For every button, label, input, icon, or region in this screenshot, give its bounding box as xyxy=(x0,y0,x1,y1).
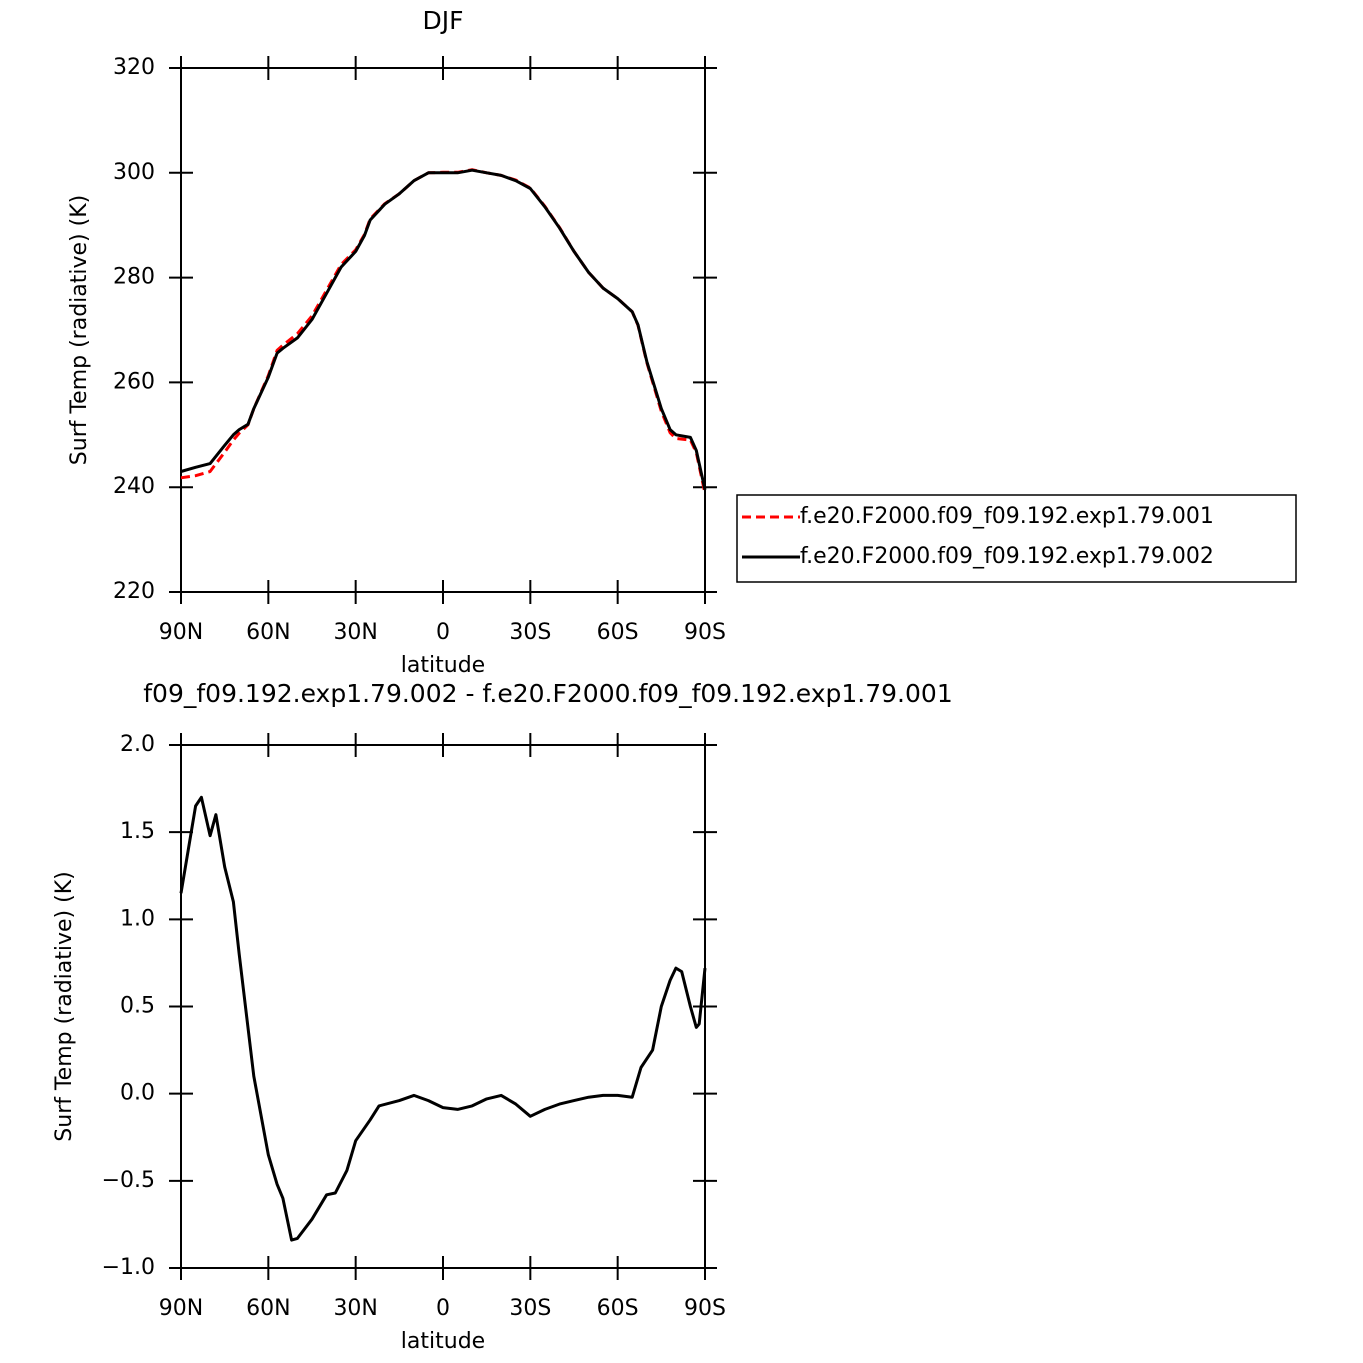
series-line xyxy=(179,795,707,1242)
y-tick-label: −0.5 xyxy=(102,1168,155,1193)
x-tick-label: 30N xyxy=(333,620,377,645)
x-tick-label: 30N xyxy=(333,1296,377,1321)
y-tick-label: 300 xyxy=(113,160,155,185)
y-tick-label: 280 xyxy=(113,265,155,290)
y-tick-label: 2.0 xyxy=(120,732,155,757)
x-axis-label: latitude xyxy=(401,1329,485,1354)
x-tick-label: 60S xyxy=(597,620,639,645)
x-tick-label: 30S xyxy=(509,1296,551,1321)
x-tick-label: 0 xyxy=(436,1296,450,1321)
y-tick-label: 260 xyxy=(113,369,155,394)
x-tick-label: 90N xyxy=(159,620,203,645)
y-tick-label: 1.0 xyxy=(120,906,155,931)
legend-box xyxy=(736,494,1297,583)
x-tick-label: 60N xyxy=(246,620,290,645)
x-tick-label: 90N xyxy=(159,1296,203,1321)
plot-frame xyxy=(180,744,706,1269)
series-line xyxy=(180,168,707,494)
y-tick-label: −1.0 xyxy=(102,1255,155,1280)
chart-title: f09_f09.192.exp1.79.002 - f.e20.F2000.f0… xyxy=(143,679,952,708)
legend-label: f.e20.F2000.f09_f09.192.exp1.79.002 xyxy=(800,544,1214,569)
y-tick-label: 0.5 xyxy=(120,994,155,1019)
x-tick-label: 90S xyxy=(684,620,726,645)
y-tick-label: 0.0 xyxy=(120,1081,155,1106)
y-tick-label: 220 xyxy=(113,579,155,604)
x-tick-label: 90S xyxy=(684,1296,726,1321)
series-line xyxy=(180,168,707,491)
y-tick-label: 240 xyxy=(113,474,155,499)
x-axis-label: latitude xyxy=(401,653,485,678)
chart-title: DJF xyxy=(422,6,463,35)
y-tick-label: 320 xyxy=(113,55,155,80)
legend-label: f.e20.F2000.f09_f09.192.exp1.79.001 xyxy=(800,504,1214,529)
x-tick-label: 30S xyxy=(509,620,551,645)
x-tick-label: 60S xyxy=(597,1296,639,1321)
x-tick-label: 0 xyxy=(436,620,450,645)
plot-frame xyxy=(180,67,706,593)
y-tick-label: 1.5 xyxy=(120,819,155,844)
y-axis-label: Surf Temp (radiative) (K) xyxy=(67,195,92,465)
x-tick-label: 60N xyxy=(246,1296,290,1321)
y-axis-label: Surf Temp (radiative) (K) xyxy=(52,871,77,1141)
